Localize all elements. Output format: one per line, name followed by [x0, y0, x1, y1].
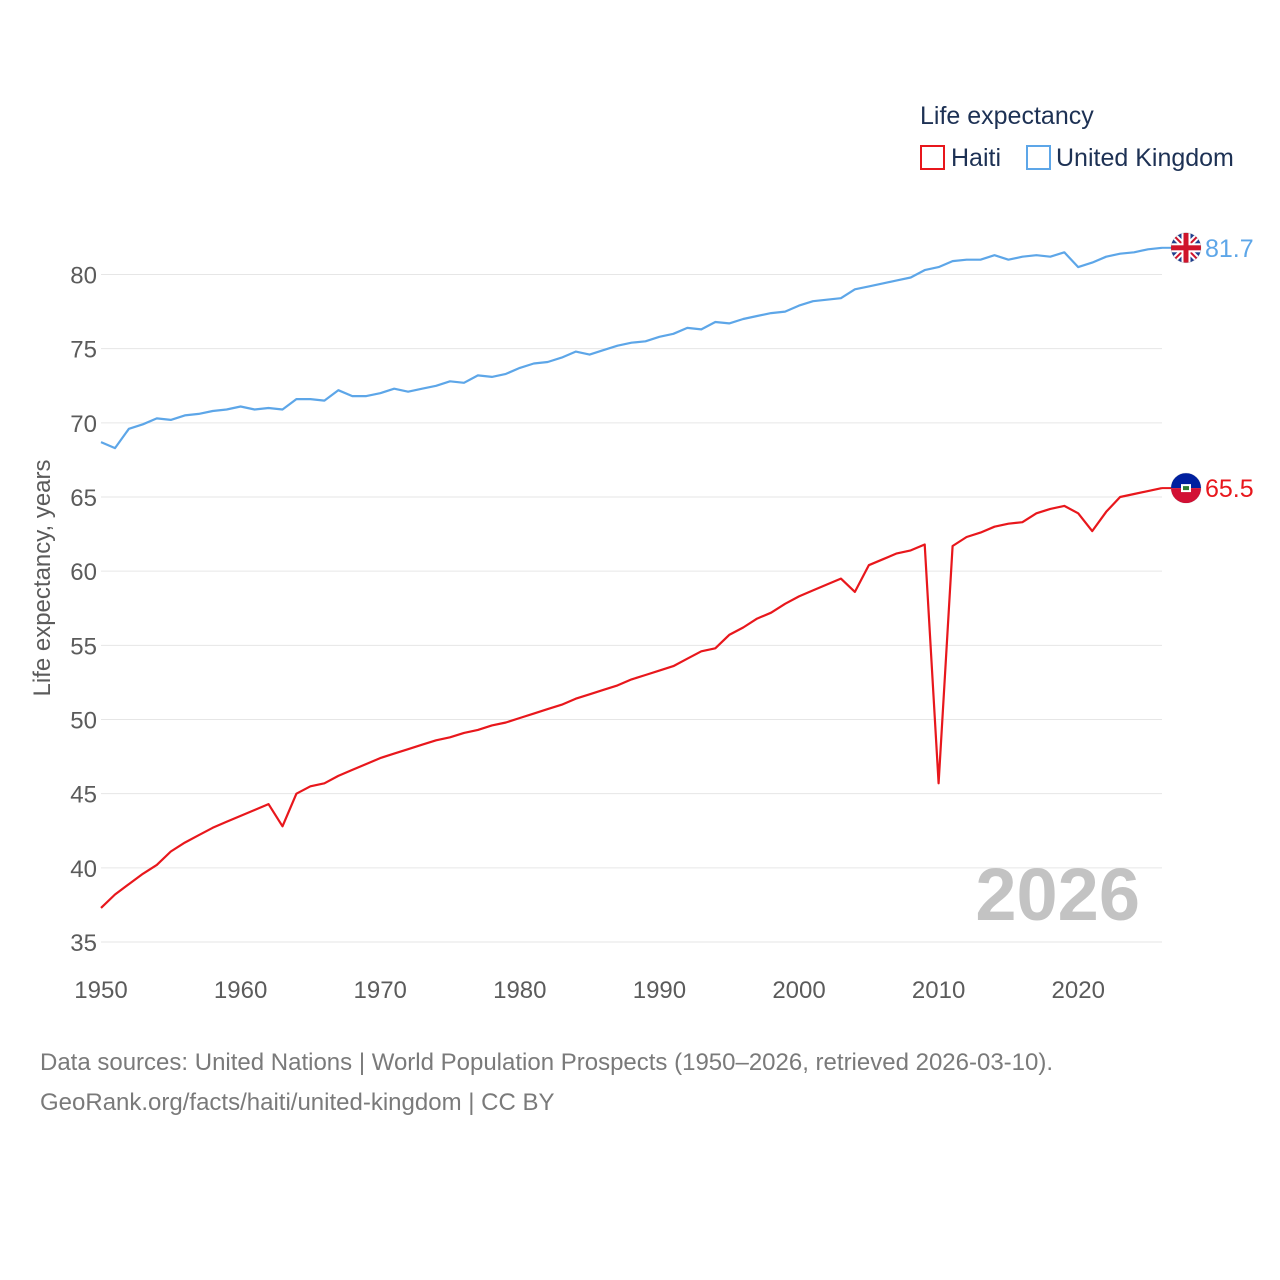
- grid-lines: [101, 274, 1162, 943]
- y-tick-label: 60: [70, 559, 97, 586]
- y-axis-title: Life expectancy, years: [29, 459, 56, 696]
- series-lines: [100, 246, 1163, 909]
- y-tick-label: 70: [70, 411, 97, 438]
- y-tick-label: 35: [70, 930, 97, 957]
- x-tick-label: 2010: [912, 977, 965, 1004]
- x-tick-label: 1950: [74, 977, 127, 1004]
- y-tick-label: 50: [70, 708, 97, 735]
- y-tick-label: 45: [70, 782, 97, 809]
- haiti-flag-icon: [1171, 473, 1201, 504]
- series-haiti: [100, 487, 1163, 909]
- end-value-label-united-kingdom: 81.7: [1205, 235, 1254, 263]
- y-axis-ticks: 35 40 45 50 55 60 65 70 75 80: [70, 263, 97, 958]
- chart: 35 40 45 50 55 60 65 70 75 80 1950 1960 1970 1980 199…: [29, 102, 1254, 1004]
- x-tick-label: 1970: [354, 977, 407, 1004]
- legend-label-united-kingdom: United Kingdom: [1056, 144, 1234, 172]
- x-tick-label: 1990: [633, 977, 686, 1004]
- series-line-haiti: [100, 487, 1163, 909]
- end-value-label-haiti: 65.5: [1205, 475, 1254, 503]
- y-tick-label: 65: [70, 485, 97, 512]
- legend-title: Life expectancy: [920, 102, 1094, 130]
- footer: Data sources: United Nations | World Pop…: [40, 1043, 1240, 1123]
- y-tick-label: 55: [70, 633, 97, 660]
- source-url-text[interactable]: GeoRank.org/facts/haiti/united-kingdom |…: [40, 1089, 555, 1116]
- x-tick-label: 2020: [1052, 977, 1105, 1004]
- x-tick-label: 1960: [214, 977, 267, 1004]
- legend-swatch-united-kingdom: [1026, 145, 1051, 170]
- y-tick-label: 40: [70, 856, 97, 883]
- x-tick-label: 1980: [493, 977, 546, 1004]
- series-line-united-kingdom: [100, 246, 1163, 450]
- y-tick-label: 75: [70, 337, 97, 364]
- current-year-overlay: 2026: [975, 853, 1140, 936]
- legend: Life expectancy Haiti United Kingdom: [920, 102, 1234, 172]
- series-united-kingdom: [100, 246, 1163, 450]
- legend-swatch-haiti: [920, 145, 945, 170]
- end-markers: 65.5 81.7: [1162, 232, 1254, 504]
- x-axis-ticks: 1950 1960 1970 1980 1990 2000 2010 2020: [74, 977, 1105, 1004]
- x-tick-label: 2000: [772, 977, 825, 1004]
- data-sources-text: Data sources: United Nations | World Pop…: [40, 1049, 1054, 1076]
- uk-flag-icon: [1171, 232, 1201, 263]
- legend-label-haiti: Haiti: [951, 144, 1001, 172]
- y-tick-label: 80: [70, 263, 97, 290]
